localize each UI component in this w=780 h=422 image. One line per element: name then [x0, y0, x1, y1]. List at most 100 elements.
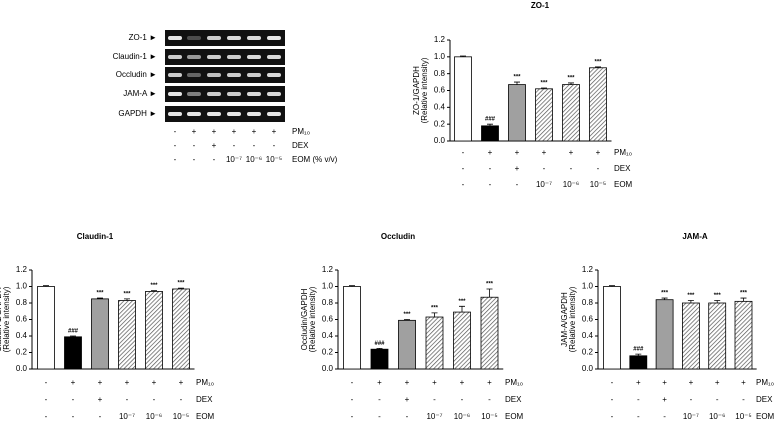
y-tick-label: 0.4: [16, 331, 28, 340]
condition-cell: -: [597, 164, 600, 173]
condition-cell: +: [741, 378, 746, 387]
y-tick-label: 0.0: [434, 136, 446, 145]
bar: [343, 286, 361, 370]
gel-band: [247, 92, 261, 96]
condition-cell: +: [152, 378, 157, 387]
condition-cell: +: [569, 148, 574, 157]
gel-strip: [165, 67, 285, 83]
gel-band: [187, 112, 201, 116]
band-label: Claudin-1 ►: [113, 52, 157, 61]
y-tick-label: 1.2: [322, 265, 334, 274]
error-bar: [376, 347, 383, 350]
condition-cell: +: [232, 127, 237, 136]
gel-band: [227, 36, 241, 40]
condition-cell: 10⁻⁶: [146, 412, 162, 421]
band-label: JAM-A ►: [123, 89, 157, 98]
condition-cell: +: [487, 378, 492, 387]
condition-label: DEX: [505, 395, 522, 404]
significance: ***: [177, 281, 185, 287]
condition-cell: -: [489, 164, 492, 173]
y-tick-label: 1.2: [582, 265, 594, 274]
significance: ###: [68, 329, 79, 335]
gel-band: [168, 36, 182, 40]
significance: ***: [513, 75, 521, 81]
bar: [64, 336, 82, 370]
condition-label: DEX: [196, 395, 213, 404]
gel-band: [187, 73, 201, 77]
band-label: Occludin ►: [116, 70, 157, 79]
gel-band: [267, 92, 281, 96]
condition-cell: +: [71, 378, 76, 387]
y-tick-label: 0.4: [322, 331, 334, 340]
error-bar: [43, 285, 49, 287]
condition-cell: -: [72, 395, 75, 404]
condition-cell: -: [462, 180, 465, 189]
error-bar: [178, 287, 184, 289]
chart-title: Occludin: [381, 232, 415, 241]
y-tick-label: 0.8: [16, 298, 28, 307]
error-bar: [487, 123, 493, 126]
bar: [118, 300, 136, 370]
condition-cell: -: [663, 412, 666, 421]
gel-band: [267, 112, 281, 116]
condition-cell: -: [611, 395, 614, 404]
condition-cell: +: [715, 378, 720, 387]
bar: [453, 311, 471, 370]
condition-label: DEX: [756, 395, 773, 404]
significance: ***: [431, 305, 439, 311]
error-bar: [431, 312, 438, 318]
error-bar: [595, 66, 601, 68]
gel-band: [207, 112, 221, 116]
condition-cell: +: [272, 127, 277, 136]
condition-cell: +: [192, 127, 197, 136]
condition-label: EOM: [756, 412, 775, 421]
bar: [454, 56, 472, 142]
condition-label: EOM: [505, 412, 524, 421]
y-tick-label: 0.4: [582, 331, 594, 340]
significance: ###: [374, 341, 385, 347]
condition-cell: 10⁻⁵: [266, 155, 282, 164]
condition-cell: -: [126, 395, 129, 404]
condition-cell: -: [213, 155, 216, 164]
condition-cell: +: [662, 378, 667, 387]
significance: ***: [594, 60, 602, 66]
bar: [508, 84, 526, 142]
significance: ***: [96, 291, 104, 297]
error-bar: [714, 300, 721, 303]
condition-cell: -: [378, 412, 381, 421]
condition-cell: +: [689, 378, 694, 387]
significance: ***: [661, 291, 669, 297]
y-tick-label: 0.0: [16, 364, 28, 373]
chart-title: Claudin-1: [77, 232, 114, 241]
condition-cell: 10⁻⁷: [426, 412, 442, 421]
condition-cell: +: [515, 148, 520, 157]
bar: [734, 300, 753, 370]
condition-cell: 10⁻⁶: [709, 412, 725, 421]
significance: ***: [486, 282, 494, 288]
bar: [535, 88, 553, 142]
significance: ***: [458, 299, 466, 305]
condition-cell: 10⁻⁷: [226, 155, 242, 164]
significance: ***: [740, 291, 748, 297]
y-tick-label: 1.0: [16, 282, 28, 291]
y-tick-label: 0.2: [434, 119, 446, 128]
condition-cell: 10⁻⁵: [481, 412, 497, 421]
gel-band: [207, 36, 221, 40]
y-tick-label: 0.4: [434, 102, 446, 111]
condition-label: PM₁₀: [505, 378, 523, 387]
significance: ***: [714, 293, 722, 299]
condition-cell: -: [611, 378, 614, 387]
gel-band: [168, 92, 182, 96]
y-tick-label: 1.0: [582, 282, 594, 291]
condition-cell: +: [488, 148, 493, 157]
y-tick-label: 1.2: [16, 265, 28, 274]
error-bar: [151, 290, 157, 292]
condition-label: EOM: [196, 412, 215, 421]
error-bar: [740, 297, 747, 302]
gel-band: [247, 36, 261, 40]
condition-cell: -: [174, 155, 177, 164]
bar: [603, 286, 621, 370]
condition-cell: -: [716, 395, 719, 404]
error-bar: [609, 285, 615, 287]
error-bar: [687, 300, 694, 303]
